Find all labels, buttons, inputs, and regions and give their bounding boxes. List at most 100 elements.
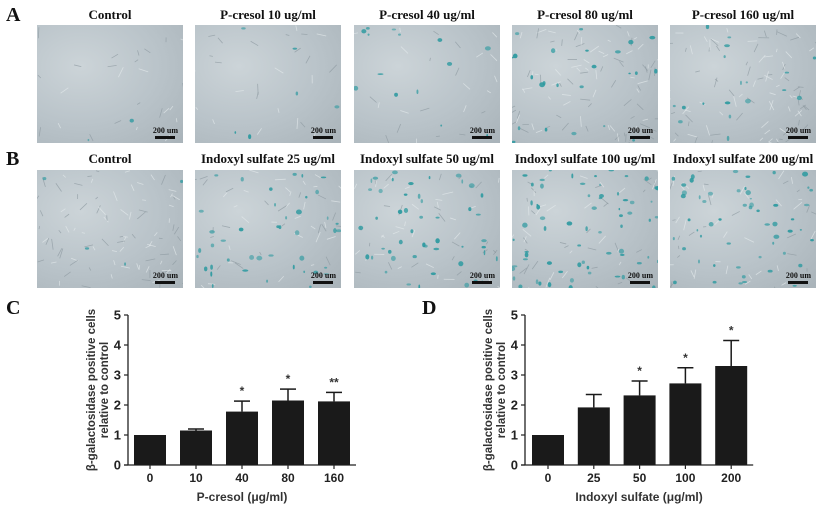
scale-bar-label: 200 um	[785, 271, 811, 280]
cell-texture	[670, 25, 816, 143]
scale-bar-line	[313, 136, 334, 139]
micrograph-title: P-cresol 40 ug/ml	[379, 7, 475, 22]
scale-bar: 200 um	[786, 126, 811, 139]
y-tick-label: 0	[114, 458, 121, 473]
scale-bar-label: 200 um	[152, 126, 178, 135]
scale-bar-label: 200 um	[152, 271, 178, 280]
bar	[715, 366, 748, 465]
significance-marker: *	[637, 364, 642, 378]
micrograph-image: 200 um	[37, 170, 183, 288]
x-axis-label: P-cresol (μg/ml)	[197, 490, 288, 504]
y-tick-label: 2	[511, 398, 518, 413]
bar-chart-p-cresol: 0 1 2 3 4 5 0 10 40 * 80 * 160 ** P-cresol (μg/ml) β-ga…	[86, 308, 356, 504]
bar	[226, 411, 258, 465]
micrograph-image: 200 um	[512, 25, 658, 143]
micrograph-title: Control	[88, 151, 132, 166]
cell-texture	[195, 25, 340, 140]
scale-bar-label: 200 um	[310, 271, 336, 280]
scale-bar-line	[155, 136, 176, 139]
scale-bar-label: 200 um	[627, 271, 653, 280]
cell-texture	[670, 170, 816, 288]
scale-bar-label: 200 um	[469, 126, 495, 135]
significance-marker: *	[683, 351, 688, 365]
micrograph-image: 200 um	[354, 25, 500, 143]
scale-bar: 200 um	[628, 126, 653, 139]
significance-marker: *	[729, 324, 734, 338]
cell-texture	[512, 170, 658, 288]
micrograph-image: 200 um	[512, 170, 658, 288]
significance-marker: **	[329, 375, 339, 389]
significance-marker: *	[286, 372, 291, 386]
panel-label-d: D	[422, 297, 437, 319]
y-tick-label: 4	[114, 338, 122, 353]
x-tick-label: 50	[633, 471, 647, 485]
y-axis-label-line1: β-galactosidase positive cells	[483, 309, 495, 471]
scale-bar-line	[155, 281, 176, 284]
x-tick-label: 160	[324, 471, 344, 485]
scale-bar-line	[788, 136, 809, 139]
scale-bar: 200 um	[311, 126, 336, 139]
bar	[577, 407, 610, 465]
x-tick-label: 80	[281, 471, 295, 485]
scale-bar-label: 200 um	[785, 126, 811, 135]
bar	[318, 401, 350, 465]
scale-bar-line	[788, 281, 809, 284]
micrograph-title: Indoxyl sulfate 25 ug/ml	[201, 151, 335, 166]
cell-texture	[37, 27, 183, 142]
scale-bar: 200 um	[153, 271, 178, 284]
panel-label-b: B	[6, 148, 20, 170]
cell-texture	[195, 170, 341, 288]
scale-bar-line	[472, 281, 493, 284]
scale-bar-line	[630, 281, 651, 284]
micrograph-image: 200 um	[670, 170, 816, 288]
micrograph-image: 200 um	[195, 25, 341, 143]
y-axis-label-line2: relative to control	[99, 342, 111, 439]
micrograph-image: 200 um	[670, 25, 816, 143]
significance-marker: *	[240, 384, 245, 398]
panel-label-c: C	[6, 297, 21, 319]
y-axis-label-line2: relative to control	[496, 342, 508, 439]
y-tick-label: 5	[511, 308, 518, 323]
micrograph-title: Indoxyl sulfate 50 ug/ml	[360, 151, 494, 166]
micrograph-title: Control	[88, 7, 132, 22]
x-tick-label: 40	[235, 471, 249, 485]
micrograph-title: P-cresol 80 ug/ml	[537, 7, 633, 22]
y-tick-label: 2	[114, 398, 121, 413]
cell-texture	[37, 170, 183, 288]
cell-texture	[512, 25, 658, 143]
bar	[180, 430, 212, 465]
scale-bar-line	[313, 281, 334, 284]
x-tick-label: 10	[189, 471, 203, 485]
scale-bar-label: 200 um	[469, 271, 495, 280]
y-axis-label-line1: β-galactosidase positive cells	[86, 309, 98, 471]
y-tick-label: 1	[511, 428, 518, 443]
scale-bar: 200 um	[153, 126, 178, 139]
micrograph-image: 200 um	[354, 170, 500, 288]
bar	[272, 400, 304, 465]
x-tick-label: 0	[147, 471, 154, 485]
scale-bar: 200 um	[628, 271, 653, 284]
scale-bar: 200 um	[786, 271, 811, 284]
bar	[669, 383, 702, 465]
x-tick-label: 0	[545, 471, 552, 485]
scale-bar-label: 200 um	[310, 126, 336, 135]
micrograph-title: Indoxyl sulfate 200 ug/ml	[672, 151, 814, 166]
x-tick-label: 200	[721, 471, 741, 485]
bar	[623, 395, 656, 465]
panel-label-a: A	[6, 4, 21, 26]
x-tick-label: 100	[675, 471, 695, 485]
y-tick-label: 5	[114, 308, 121, 323]
scale-bar: 200 um	[470, 126, 495, 139]
bar	[134, 435, 166, 465]
y-tick-label: 4	[511, 338, 519, 353]
y-tick-label: 0	[511, 458, 518, 473]
scale-bar-label: 200 um	[627, 126, 653, 135]
x-tick-label: 25	[587, 471, 601, 485]
scale-bar-line	[630, 136, 651, 139]
micrograph-title: P-cresol 10 ug/ml	[220, 7, 316, 22]
micrograph-image: 200 um	[37, 25, 183, 143]
bar	[532, 435, 564, 465]
scale-bar-line	[472, 136, 493, 139]
y-tick-label: 3	[114, 368, 121, 383]
